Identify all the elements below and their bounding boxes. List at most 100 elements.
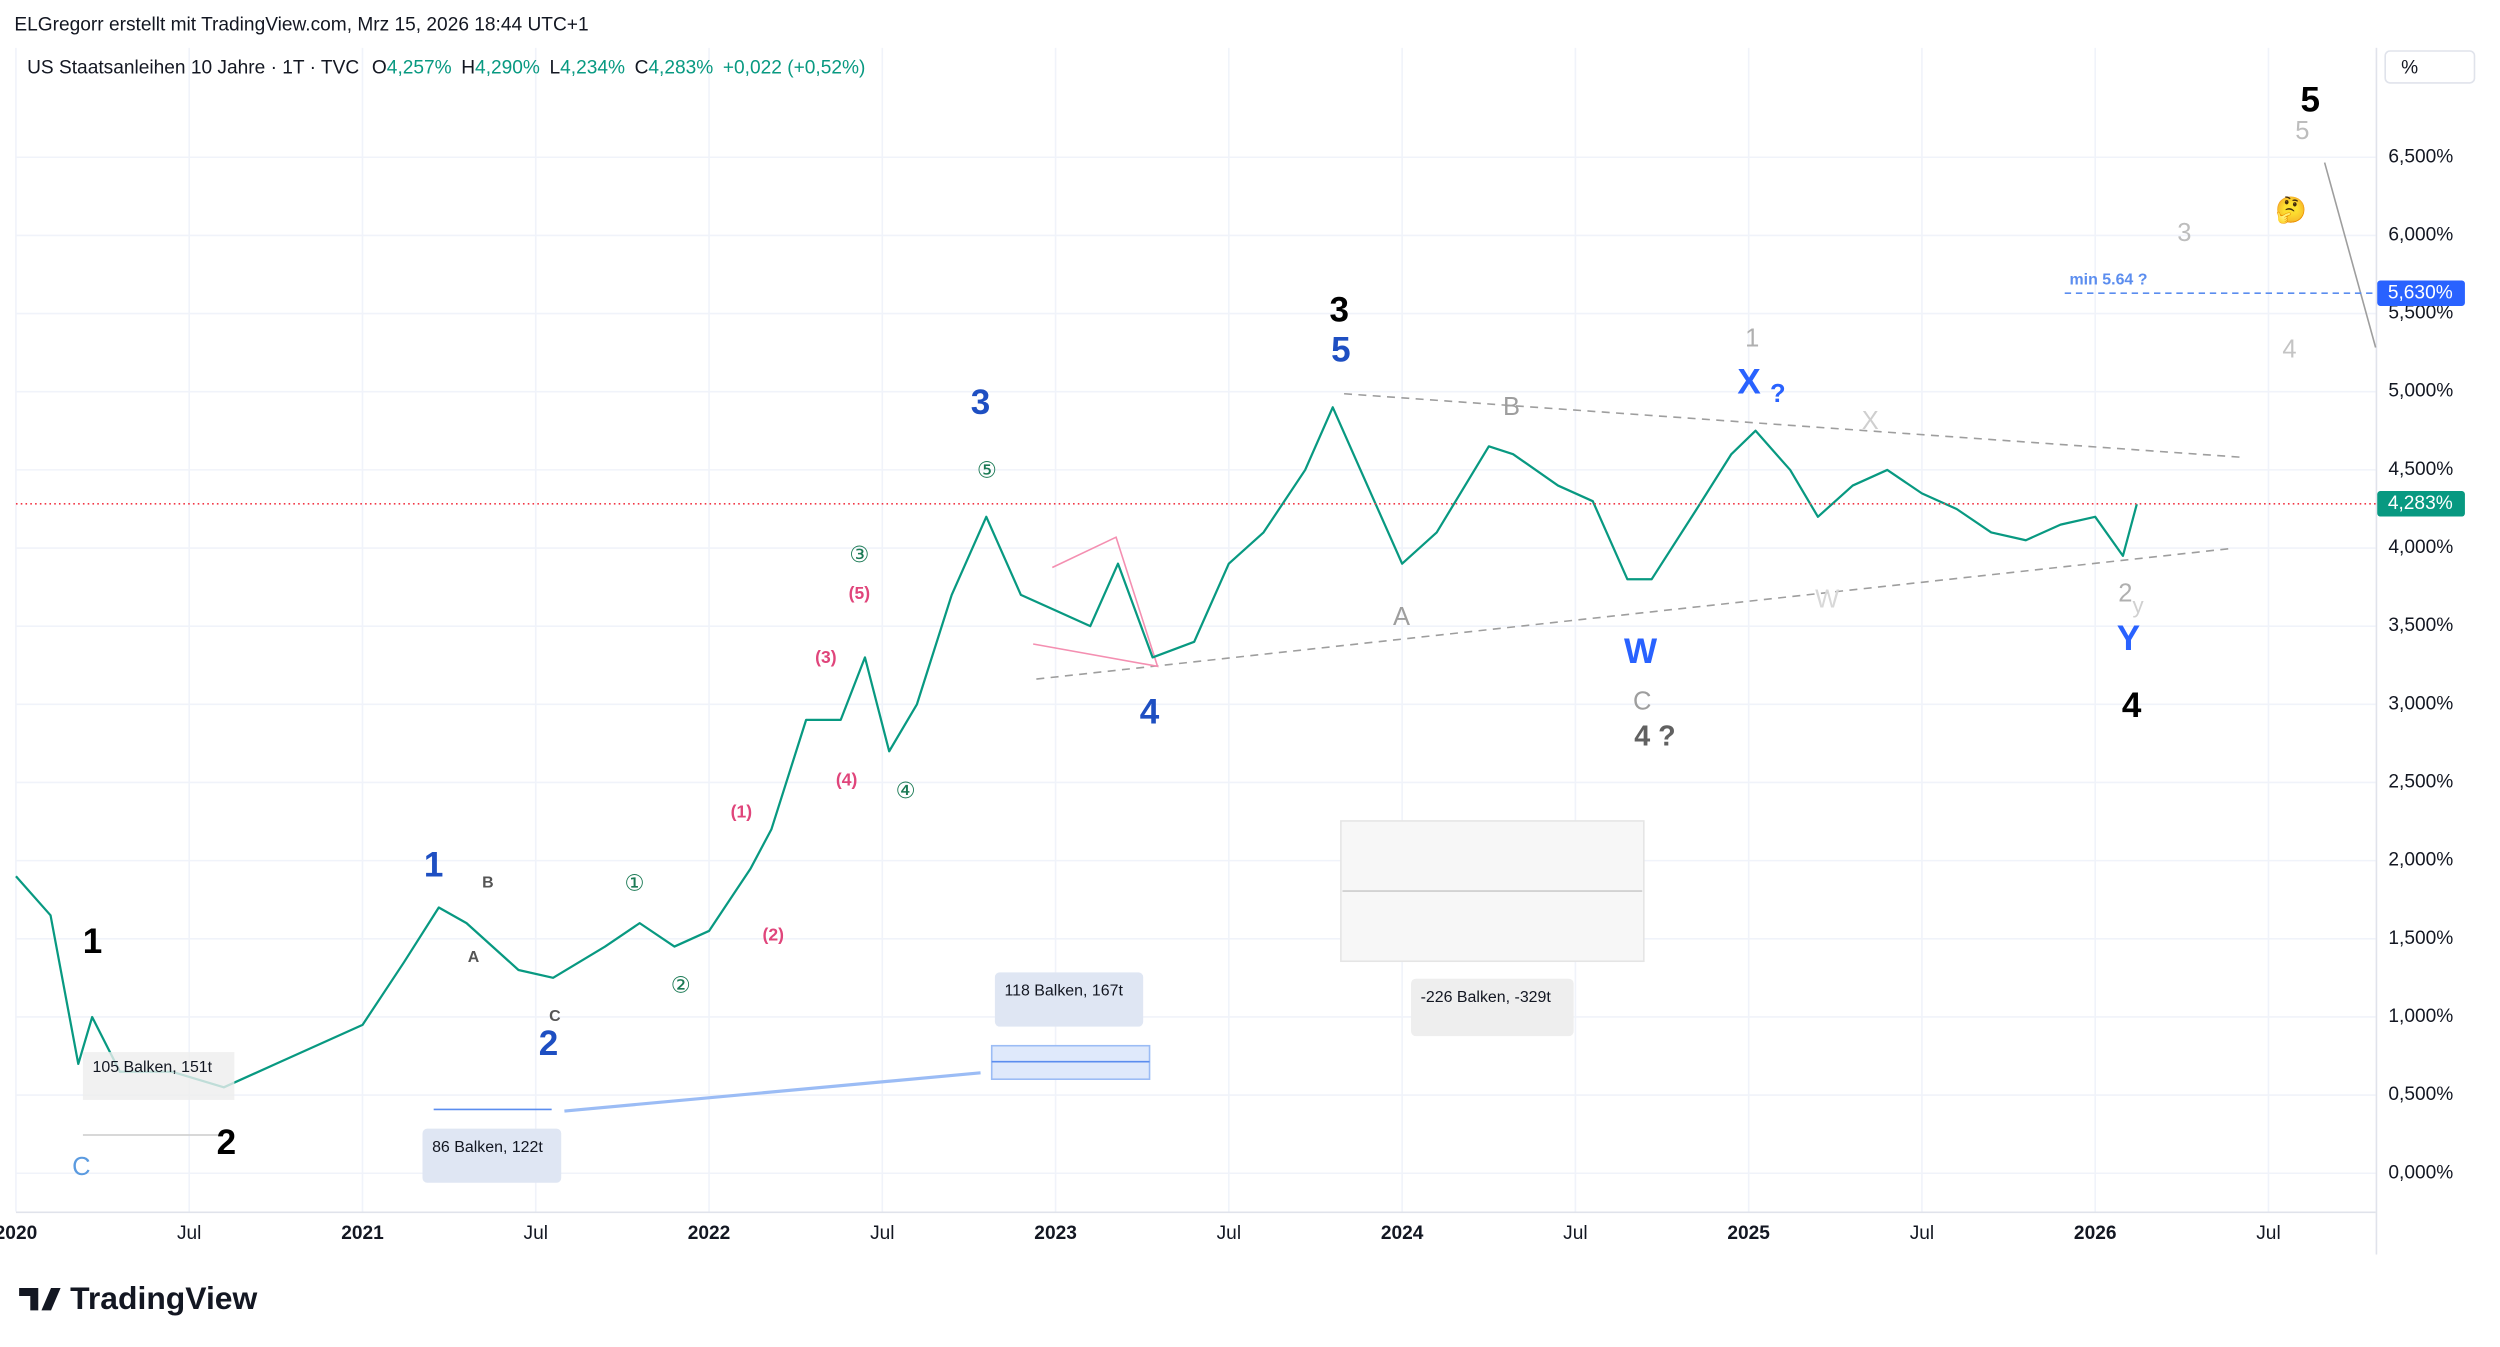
wave-label: 3 xyxy=(971,383,991,422)
wave-label: X xyxy=(1737,362,1761,401)
wave-label: 2 xyxy=(217,1123,237,1162)
logo: TradingView xyxy=(19,1280,258,1316)
wave-label: 2 xyxy=(539,1024,559,1063)
wave-label: 5 xyxy=(2301,80,2321,119)
change: +0,022 (+0,52%) xyxy=(723,58,865,79)
ohlc-key: H xyxy=(461,58,475,79)
wave-label: 3 xyxy=(2177,219,2191,247)
price-line xyxy=(15,406,2138,1089)
axis-border xyxy=(2375,47,2378,1255)
y-tick-label: 3,500% xyxy=(2388,615,2453,636)
ohlc-value: 4,257% xyxy=(387,58,452,79)
measure-box xyxy=(1411,978,1574,1037)
x-tick-label: Jul xyxy=(177,1223,201,1244)
wave-label: 3 xyxy=(1330,291,1350,330)
measure-label: -226 Balken, -329t xyxy=(1421,989,1552,1006)
wave-label: B xyxy=(482,874,494,891)
wave-label: 4 xyxy=(2282,335,2296,363)
trend-line xyxy=(1344,392,2245,459)
target-label: 5,630% xyxy=(2388,282,2453,303)
ohlc-value: 4,234% xyxy=(560,58,625,79)
y-tick-label: 1,000% xyxy=(2388,1006,2453,1027)
y-tick-label: 1,500% xyxy=(2388,928,2453,949)
wave-label: 5 xyxy=(1331,331,1351,370)
y-tick-label: 5,000% xyxy=(2388,381,2453,402)
wave-label: ① xyxy=(625,871,645,896)
wave-label: X xyxy=(1862,407,1879,435)
x-tick-label: 2021 xyxy=(341,1223,384,1244)
y-tick-label: 2,500% xyxy=(2388,772,2453,793)
y-tick-label: 6,000% xyxy=(2388,224,2453,245)
unit: % xyxy=(2401,58,2418,79)
wave-label: 2 xyxy=(2118,579,2132,607)
wave-label: 1 xyxy=(1745,324,1759,352)
wave-label: (4) xyxy=(836,770,857,790)
wave-label: C xyxy=(549,1008,561,1025)
y-tick-label: 4,000% xyxy=(2388,537,2453,558)
x-tick-label: Jul xyxy=(2256,1223,2280,1244)
wave-label: ? xyxy=(1770,380,1786,408)
wave-label: ③ xyxy=(849,542,869,567)
x-tick-label: Jul xyxy=(1910,1223,1934,1244)
wave-label: A xyxy=(1393,603,1410,631)
y-tick-label: 0,000% xyxy=(2388,1162,2453,1183)
axis-border xyxy=(15,1211,2376,1214)
unit-box[interactable] xyxy=(2384,50,2476,84)
x-tick-label: 2023 xyxy=(1034,1223,1077,1244)
measure-area xyxy=(990,1044,1151,1080)
wave-label: (2) xyxy=(763,924,784,944)
wave-label: 1 xyxy=(83,922,103,961)
y-tick-label: 5,500% xyxy=(2388,303,2453,324)
wave-label: 4 xyxy=(2122,686,2142,725)
x-tick-label: Jul xyxy=(524,1223,548,1244)
x-tick-label: Jul xyxy=(870,1223,894,1244)
ohlc-key: L xyxy=(550,58,561,79)
x-tick-label: 2020 xyxy=(0,1223,37,1244)
ohlc-key: O xyxy=(372,58,387,79)
ohlc-value: 4,283% xyxy=(648,58,713,79)
measure-box xyxy=(994,972,1144,1027)
wave-label: 5 xyxy=(2295,117,2309,145)
y-tick-label: 3,000% xyxy=(2388,693,2453,714)
x-tick-label: Jul xyxy=(1217,1223,1241,1244)
symbol: US Staatsanleihen 10 Jahre · 1T · TVC xyxy=(27,58,359,79)
wave-label: (1) xyxy=(731,802,752,822)
wave-label: ⑤ xyxy=(977,458,997,483)
wave-label: y xyxy=(2132,593,2144,618)
ohlc-key: C xyxy=(635,58,649,79)
measure-link xyxy=(564,1071,981,1113)
wave-label: (3) xyxy=(815,647,836,667)
wave-label: B xyxy=(1503,393,1520,421)
y-tick-label: 2,000% xyxy=(2388,850,2453,871)
y-tick-label: 6,500% xyxy=(2388,146,2453,167)
measure-area xyxy=(82,1052,235,1100)
wave-label: Y xyxy=(2117,619,2140,658)
wave-label: 4 xyxy=(1140,692,1160,731)
credit: ELGregorr erstellt mit TradingView.com, … xyxy=(14,15,588,36)
triangle-pattern xyxy=(1033,536,1159,668)
wave-label: A xyxy=(468,949,480,966)
x-tick-label: 2026 xyxy=(2074,1223,2117,1244)
wave-label: (5) xyxy=(849,583,870,603)
wave-label: ④ xyxy=(896,778,916,803)
wave-label: ② xyxy=(671,973,691,998)
measure-label: 105 Balken, 151t xyxy=(92,1059,212,1076)
logo-mark xyxy=(19,1288,61,1311)
wave-label: 4 ? xyxy=(1634,721,1675,753)
x-tick-label: 2025 xyxy=(1727,1223,1770,1244)
wave-label: 1 xyxy=(424,845,444,884)
legend: US Staatsanleihen 10 Jahre · 1T · TVC O4,… xyxy=(27,58,865,79)
wave-label: C xyxy=(72,1153,90,1181)
measure-label: 118 Balken, 167t xyxy=(1004,983,1123,1000)
trend-line xyxy=(2323,162,2377,348)
measure-box xyxy=(422,1128,562,1183)
target-tag xyxy=(2377,280,2465,306)
brand: TradingView xyxy=(70,1280,257,1316)
wave-label: W xyxy=(1815,586,1839,614)
last-price-label: 4,283% xyxy=(2388,493,2453,514)
x-tick-label: 2024 xyxy=(1381,1223,1424,1244)
measure-label: 86 Balken, 122t xyxy=(432,1139,543,1156)
